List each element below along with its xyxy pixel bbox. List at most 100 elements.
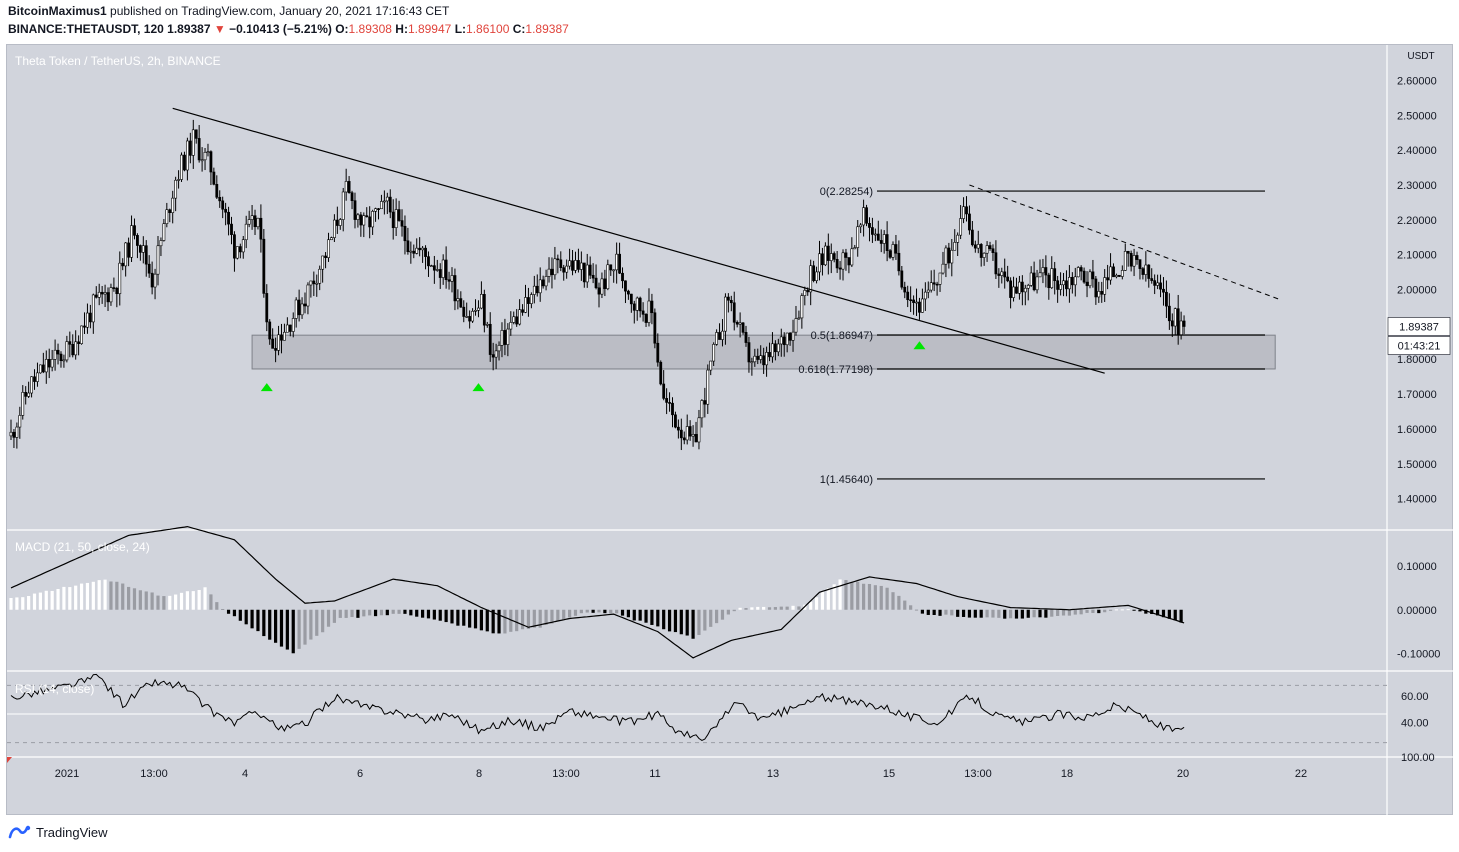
macd-histogram-bar <box>250 609 254 629</box>
macd-histogram-bar <box>150 592 154 610</box>
chart-area[interactable]: 0(2.28254) 0.5(1.86947) 0.618(1.77198) 1(1.… <box>6 44 1454 816</box>
macd-histogram-bar <box>103 579 107 610</box>
rsi-axis-tick: 60.00 <box>1401 691 1429 703</box>
macd-histogram-bar <box>791 605 795 610</box>
macd-histogram-bar <box>485 609 489 632</box>
macd-histogram-bar <box>1061 609 1066 616</box>
candle-body <box>27 392 31 397</box>
macd-histogram-bar <box>38 592 42 610</box>
macd-histogram-bar <box>844 580 848 610</box>
candle-body <box>374 208 377 212</box>
support-marker-arrow-icon <box>913 341 926 350</box>
candle-body <box>162 223 166 241</box>
candle-body <box>88 312 92 323</box>
candle-body <box>873 233 877 236</box>
candle-body <box>768 352 771 358</box>
candle-body <box>894 244 898 254</box>
macd-histogram-bar <box>68 587 72 610</box>
candle-body <box>115 287 119 295</box>
macd-histogram-bar <box>744 608 748 610</box>
candle-body <box>15 426 19 438</box>
macd-histogram-bar <box>938 609 942 616</box>
macd-histogram-bar <box>262 609 266 637</box>
macd-histogram-bar <box>767 607 772 610</box>
candle-body <box>897 252 901 272</box>
macd-histogram-bar <box>21 597 25 610</box>
candle-body <box>341 191 345 220</box>
macd-histogram-bar <box>268 609 272 640</box>
low-label: L: <box>454 22 467 36</box>
candle-body <box>368 216 372 228</box>
macd-histogram-bar <box>656 609 660 627</box>
chart-canvas[interactable]: 0(2.28254) 0.5(1.86947) 0.618(1.77198) 1(1.… <box>7 45 1454 816</box>
candle-body <box>318 268 322 284</box>
macd-histogram-bar <box>144 591 148 610</box>
tradingview-logo[interactable]: TradingView <box>8 824 108 840</box>
candle-body <box>488 323 492 355</box>
candle-body <box>1070 277 1074 286</box>
candle-body <box>515 316 519 325</box>
candle-body <box>403 225 407 242</box>
candle-body <box>1103 277 1107 295</box>
candle-body <box>741 322 745 333</box>
macd-histogram-bar <box>1067 609 1071 616</box>
time-axis-tick: 13:00 <box>964 768 992 780</box>
publisher-name[interactable]: BitcoinMaximus1 <box>8 4 107 18</box>
candle-body <box>133 225 136 236</box>
candle-body <box>618 253 621 274</box>
candle-body <box>153 273 157 288</box>
candle-body <box>24 392 28 397</box>
candle-body <box>885 234 889 251</box>
candle-body <box>1050 268 1054 289</box>
macd-histogram-bar <box>403 609 407 614</box>
candle-body <box>147 263 151 274</box>
macd-histogram-bar <box>909 605 913 610</box>
macd-histogram-bar <box>903 600 907 610</box>
candle-body <box>59 353 63 361</box>
macd-histogram-bar <box>679 609 683 635</box>
candle-body <box>465 316 469 318</box>
candle-body <box>503 330 507 345</box>
macd-histogram-bar <box>285 609 289 650</box>
candle-body <box>682 437 686 441</box>
candle-body <box>30 376 33 394</box>
candle-body <box>650 300 654 314</box>
candle-body <box>165 209 169 225</box>
macd-histogram-bar <box>1173 609 1177 621</box>
candle-body <box>744 332 748 343</box>
macd-histogram-bar <box>1079 609 1083 615</box>
candle-body <box>256 217 260 228</box>
time-axis-tick: 13:00 <box>140 768 168 780</box>
macd-histogram-bar <box>1150 609 1154 615</box>
support-marker-arrow-icon <box>260 383 273 392</box>
candle-body <box>344 181 348 193</box>
candle-body <box>1082 270 1086 283</box>
candle-body <box>524 297 527 313</box>
macd-histogram-bar <box>426 609 431 619</box>
candle-body <box>635 297 639 311</box>
macd-histogram-bar <box>509 609 513 632</box>
candle-body <box>926 289 930 293</box>
candle-body <box>544 276 548 287</box>
candle-body <box>332 219 336 238</box>
candle-body <box>629 293 633 305</box>
candle-body <box>862 207 866 226</box>
candle-body <box>1012 286 1015 298</box>
candle-body <box>482 294 486 326</box>
candle-body <box>803 290 807 296</box>
candle-body <box>103 292 107 295</box>
candle-body <box>1047 274 1051 289</box>
candle-body <box>882 234 886 244</box>
low-value: 1.86100 <box>466 22 510 36</box>
macd-histogram-bar <box>1097 609 1101 614</box>
candle-body <box>280 334 283 341</box>
candle-body <box>738 322 742 325</box>
candle-body <box>553 258 557 276</box>
candle-body <box>424 247 427 257</box>
candle-body <box>612 269 616 272</box>
candle-body <box>1179 320 1183 336</box>
candle-body <box>594 277 598 289</box>
candle-body <box>447 279 451 282</box>
macd-histogram-bar <box>591 609 595 613</box>
candle-body <box>691 434 695 437</box>
